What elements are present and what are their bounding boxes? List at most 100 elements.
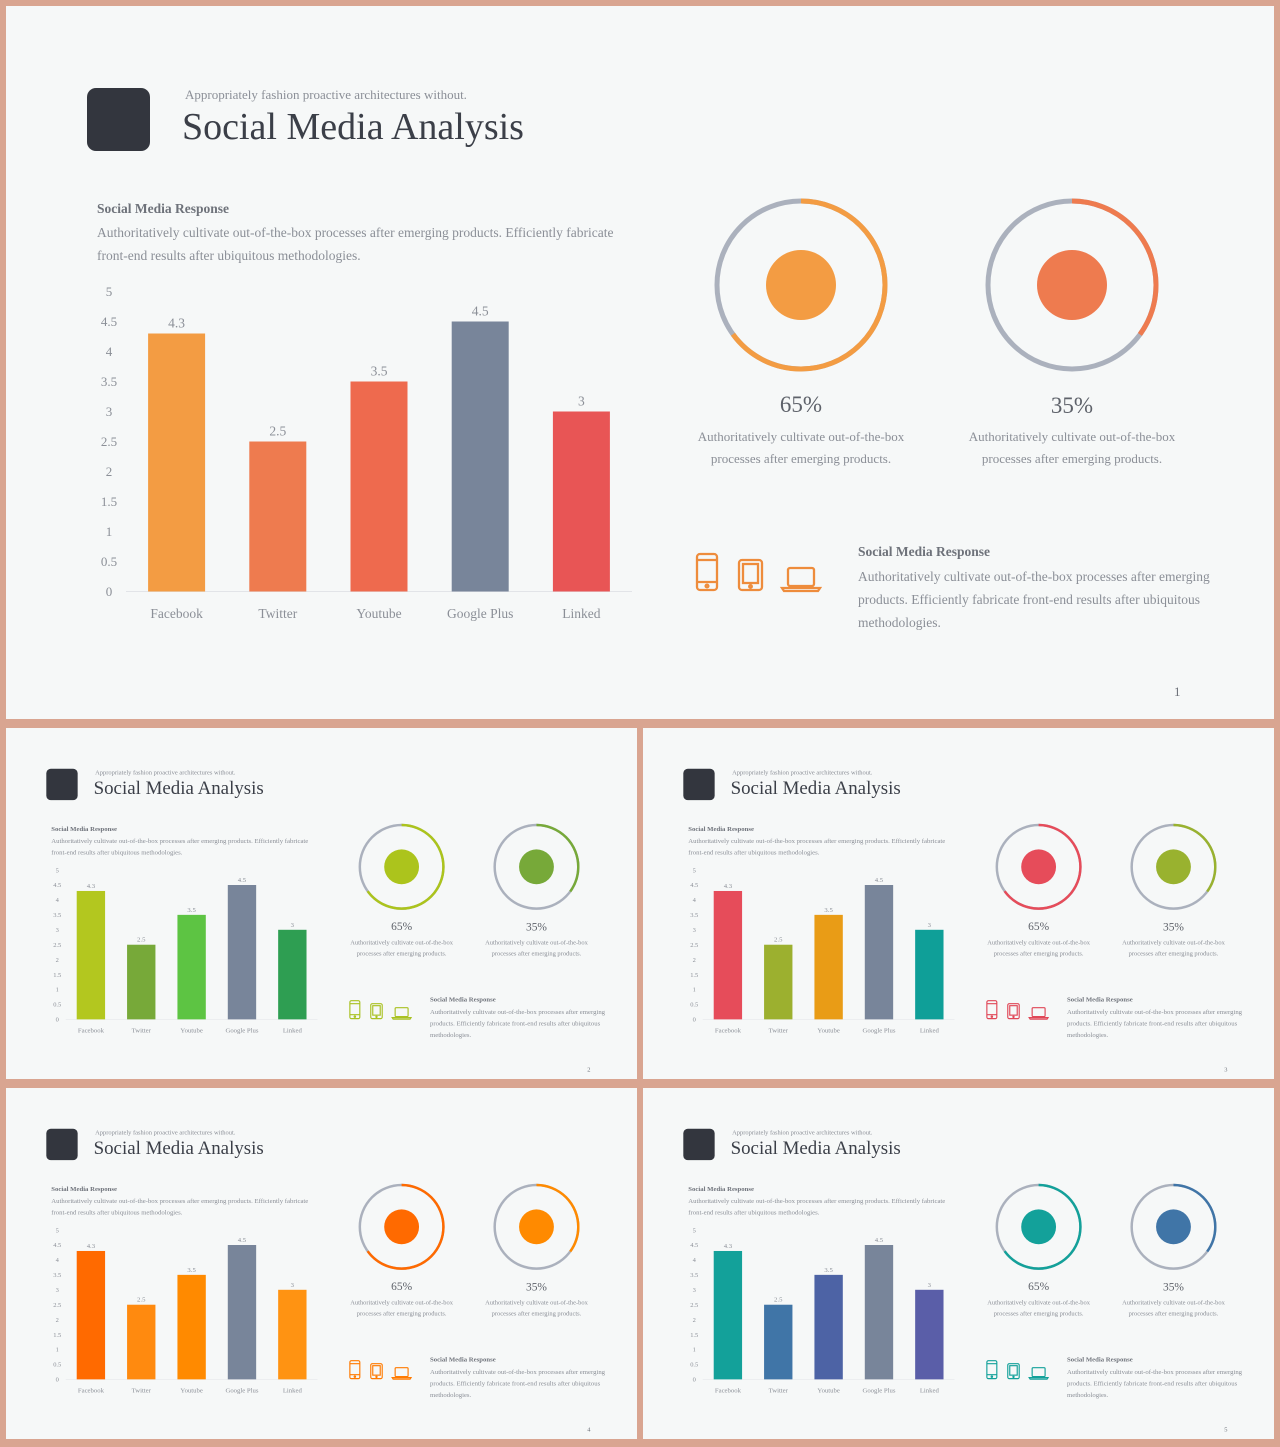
x-tick-label: Linked <box>283 1028 303 1035</box>
bar-twitter <box>764 944 793 1020</box>
y-tick-label: 2.5 <box>101 434 117 449</box>
bar-value-label: 4.5 <box>238 1237 247 1244</box>
response2-text: Authoritatively cultivate out-of-the-box… <box>1066 1008 1243 1039</box>
y-tick-label: 2 <box>693 957 696 964</box>
y-tick-label: 3.5 <box>53 912 61 919</box>
y-tick-label: 2.5 <box>690 942 698 949</box>
bar-chart: 0 0.5 1 1.5 2 2.5 3 3.5 4 4.5 5 4.3 Facebook 2.5 Twitt… <box>101 198 1159 621</box>
page-number: 4 <box>587 1425 591 1433</box>
bar-google-plus <box>227 1245 257 1380</box>
stat-value-2: 35% <box>525 1280 547 1294</box>
ring-center-1 <box>384 849 420 885</box>
response-heading: Social Media Response <box>688 1185 754 1193</box>
bar-value-label: 4.5 <box>472 304 489 319</box>
ring-center-1 <box>766 250 836 320</box>
bar-linked <box>278 929 307 1020</box>
y-tick-label: 0.5 <box>101 554 117 569</box>
laptop-icon <box>779 566 823 593</box>
ring-progress-1 <box>995 1183 1082 1270</box>
bar-linked <box>278 1289 307 1380</box>
stat-desc-1: Authoritatively cultivate out-of-the-box… <box>987 1298 1090 1317</box>
bar-facebook <box>76 1250 106 1380</box>
bar-value-label: 2.5 <box>774 1297 783 1304</box>
bar-value-label: 3 <box>291 1282 295 1289</box>
x-tick-label: Google Plus <box>862 1028 895 1035</box>
bar-youtube <box>177 914 206 1020</box>
phone-icon <box>986 1360 998 1380</box>
y-tick-label: 2.5 <box>53 1302 61 1309</box>
ring-progress-1 <box>995 823 1082 910</box>
bar-value-label: 3 <box>578 394 585 409</box>
response-text: Authoritatively cultivate out-of-the-box… <box>51 836 309 856</box>
y-tick-label: 0 <box>106 584 113 599</box>
tagline: Appropriately fashion proactive architec… <box>732 1128 873 1136</box>
tablet-icon <box>737 558 764 592</box>
y-tick-label: 5 <box>56 867 59 874</box>
bar-value-label: 3.5 <box>371 364 388 379</box>
y-tick-label: 4.5 <box>101 314 117 329</box>
response2-heading: Social Media Response <box>858 544 991 559</box>
y-tick-label: 1.5 <box>101 494 117 509</box>
response2-heading: Social Media Response <box>429 995 496 1004</box>
x-tick-label: Google Plus <box>225 1388 258 1395</box>
response2-text: Authoritatively cultivate out-of-the-box… <box>1066 1368 1243 1399</box>
stat-value-1: 65% <box>391 1280 413 1293</box>
stat-value-1: 65% <box>1028 1280 1050 1293</box>
logo-square <box>46 1128 78 1161</box>
bar-value-label: 4.5 <box>875 1237 884 1244</box>
y-tick-label: 0.5 <box>690 1002 698 1009</box>
response2-heading: Social Media Response <box>429 1355 496 1364</box>
slide-title: Social Media Analysis <box>730 1137 901 1159</box>
response2-heading: Social Media Response <box>1066 995 1133 1004</box>
y-tick-label: 3 <box>56 927 59 934</box>
y-tick-label: 0.5 <box>690 1362 698 1369</box>
stat-value-2: 35% <box>1162 920 1184 934</box>
stat-desc-2: Authoritatively cultivate out-of-the-box… <box>485 938 588 957</box>
bar-twitter <box>127 944 156 1020</box>
y-tick-label: 2 <box>56 1317 59 1324</box>
bar-google-plus <box>864 1245 894 1380</box>
y-tick-label: 1 <box>56 1347 59 1354</box>
y-tick-label: 1.5 <box>53 1332 61 1339</box>
slide-content: Appropriately fashion proactive architec… <box>6 728 637 1079</box>
x-tick-label: Facebook <box>715 1028 742 1035</box>
x-tick-label: Linked <box>562 606 600 621</box>
tablet-icon <box>1007 1003 1020 1020</box>
phone-icon <box>349 1360 361 1380</box>
logo-square <box>46 768 78 801</box>
x-tick-label: Twitter <box>769 1388 789 1395</box>
y-tick-label: 1.5 <box>690 972 698 979</box>
bar-facebook <box>713 1250 743 1380</box>
logo-square <box>683 1128 715 1161</box>
bar-facebook <box>713 890 743 1020</box>
bar-value-label: 2.5 <box>137 1297 146 1304</box>
phone-icon <box>986 1000 998 1020</box>
slide-3: Appropriately fashion proactive architec… <box>643 728 1274 1079</box>
bar-value-label: 4.5 <box>238 877 247 884</box>
ring-center-1 <box>1021 1209 1057 1245</box>
device-icons <box>349 1000 413 1020</box>
bar-chart: 0 0.5 1 1.5 2 2.5 3 3.5 4 4.5 5 4.3 Facebook 2.5 Twitt… <box>53 823 580 1035</box>
y-tick-label: 0.5 <box>53 1002 61 1009</box>
laptop-icon <box>391 1367 413 1380</box>
ring-center-2 <box>519 849 554 885</box>
y-tick-label: 5 <box>693 867 696 874</box>
bar-google-plus <box>864 885 894 1020</box>
stat-desc-2: Authoritatively cultivate out-of-the-box… <box>485 1298 588 1317</box>
slide-content: Appropriately fashion proactive architec… <box>6 6 1274 719</box>
laptop-icon <box>1028 1007 1050 1020</box>
y-tick-label: 5 <box>106 284 113 299</box>
slide-content: Appropriately fashion proactive architec… <box>643 728 1274 1079</box>
bar-value-label: 3.5 <box>824 907 833 914</box>
ring-progress-2 <box>493 823 580 910</box>
device-icons <box>695 552 823 593</box>
y-tick-label: 4.5 <box>690 1242 698 1249</box>
x-tick-label: Linked <box>920 1388 940 1395</box>
x-tick-label: Youtube <box>356 606 401 621</box>
x-tick-label: Facebook <box>78 1388 105 1395</box>
y-tick-label: 1 <box>106 524 113 539</box>
x-tick-label: Twitter <box>132 1388 152 1395</box>
response-heading: Social Media Response <box>51 825 117 833</box>
bar-value-label: 3 <box>928 1282 932 1289</box>
response-text: Authoritatively cultivate out-of-the-box… <box>688 836 946 856</box>
